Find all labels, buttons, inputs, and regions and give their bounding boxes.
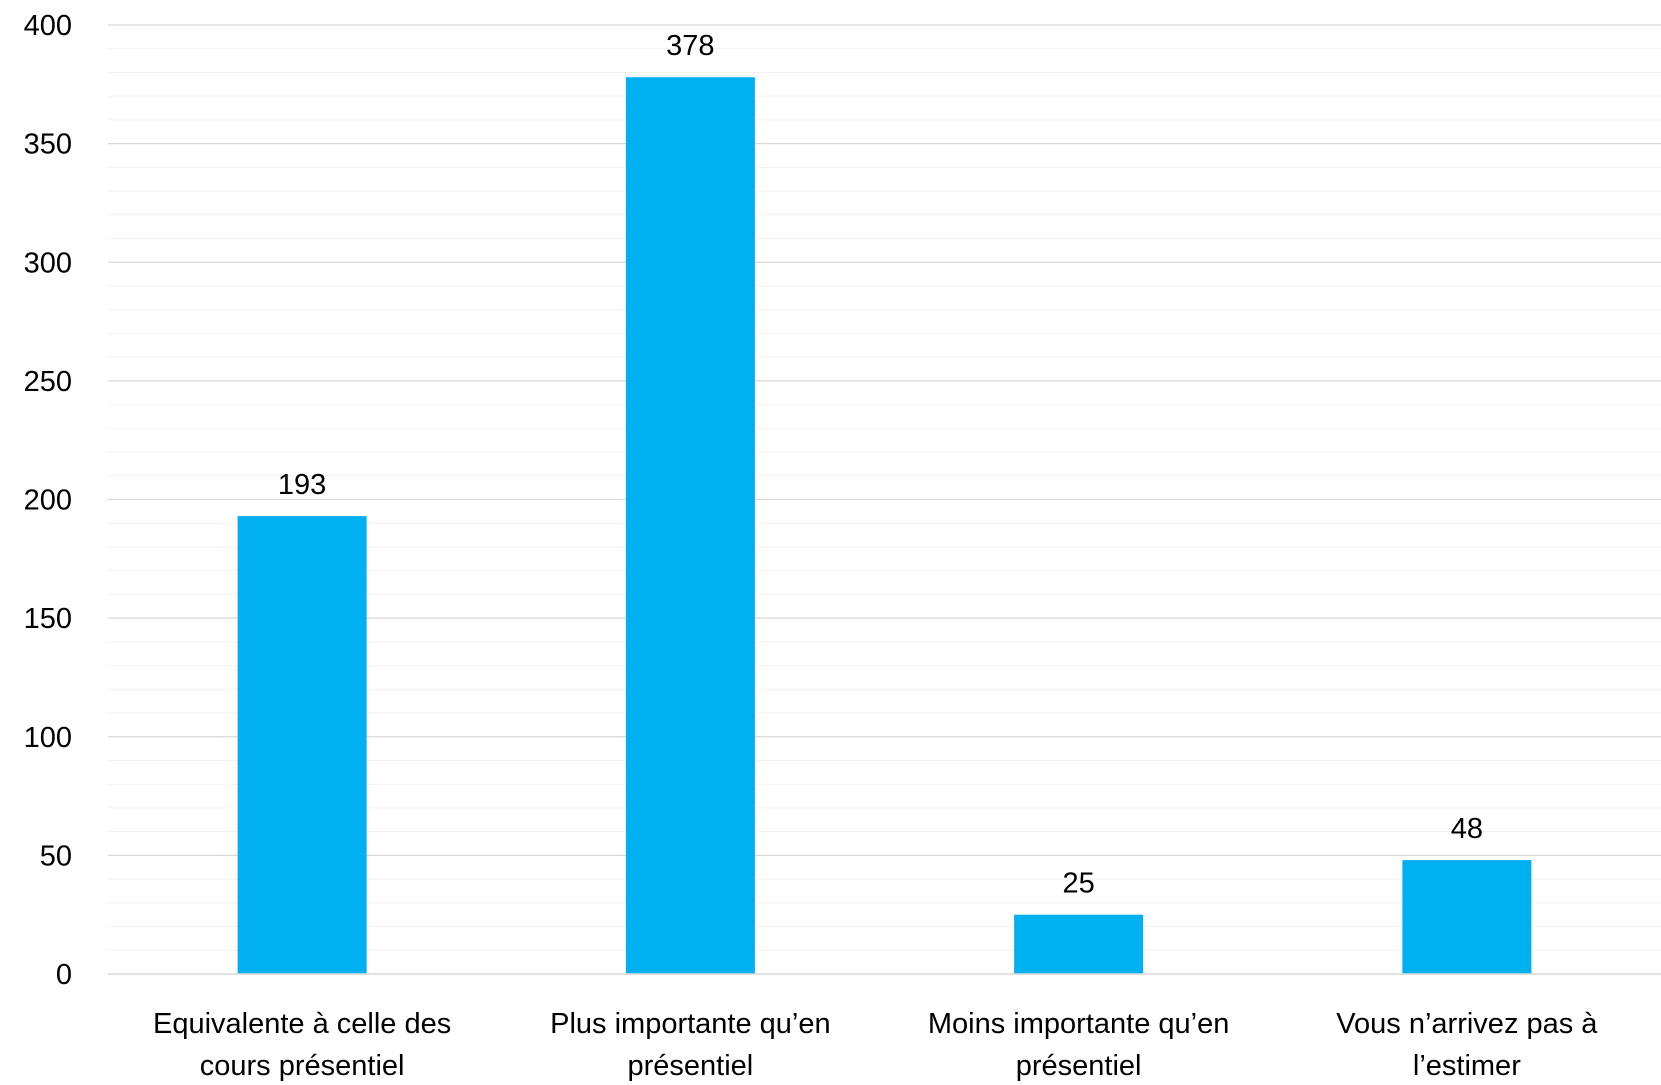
y-tick-label: 100 [24,722,72,754]
y-tick-label: 50 [40,840,72,872]
data-label: 193 [278,469,326,501]
x-tick-label: Equivalente à celle des [153,1008,451,1040]
x-tick-label: Moins importante qu’en [928,1008,1229,1040]
data-label: 378 [666,30,714,62]
major-gridlines [108,24,1661,856]
x-axis-tick-labels: Equivalente à celle des cours présentiel P… [153,1008,1598,1082]
x-tick-label: présentiel [628,1050,754,1082]
x-tick-label: l’estimer [1413,1050,1521,1082]
bar [1402,860,1532,974]
x-tick-label: présentiel [1016,1050,1142,1082]
y-tick-label: 300 [24,247,72,279]
x-tick-label: cours présentiel [200,1050,405,1082]
y-tick-label: 250 [24,366,72,398]
y-tick-label: 400 [24,10,72,42]
x-tick-label: Vous n’arrivez pas à [1336,1008,1598,1040]
y-axis-tick-labels: 0 50 100 150 200 250 300 350 400 [24,10,72,991]
y-tick-label: 0 [56,959,72,991]
y-tick-label: 150 [24,603,72,635]
data-label: 48 [1451,813,1483,845]
data-labels: 193 378 25 48 [278,30,1483,899]
y-tick-label: 200 [24,485,72,517]
bar [1014,914,1144,974]
y-tick-label: 350 [24,129,72,161]
minor-gridlines [108,48,1661,951]
x-tick-label: Plus importante qu’en [550,1008,831,1040]
bar [237,516,367,974]
data-label: 25 [1062,868,1094,900]
bar [625,77,755,974]
bars [237,77,1532,974]
